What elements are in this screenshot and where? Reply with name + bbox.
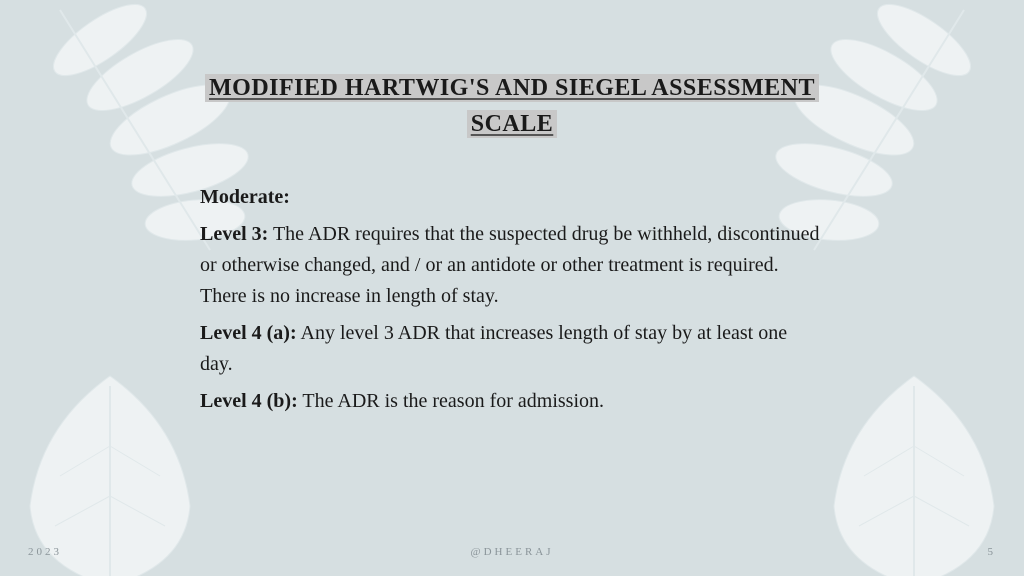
level-text: The ADR requires that the suspected drug… (200, 223, 820, 307)
title-container: MODIFIED HARTWIG'S AND SIEGEL ASSESSMENT… (200, 70, 824, 142)
slide-content: MODIFIED HARTWIG'S AND SIEGEL ASSESSMENT… (0, 0, 1024, 463)
footer-page-number: 5 (988, 546, 997, 558)
level-text: The ADR is the reason for admission. (298, 390, 604, 412)
level-item: Level 4 (a): Any level 3 ADR that increa… (200, 318, 824, 380)
category-heading: Moderate: (200, 182, 824, 213)
slide-footer: 2023 @DHEERAJ 5 (0, 546, 1024, 558)
level-label: Level 4 (a): (200, 322, 297, 344)
level-label: Level 3: (200, 223, 268, 245)
level-item: Level 4 (b): The ADR is the reason for a… (200, 386, 824, 417)
footer-year: 2023 (28, 546, 62, 558)
level-label: Level 4 (b): (200, 390, 298, 412)
level-item: Level 3: The ADR requires that the suspe… (200, 219, 824, 312)
footer-author: @DHEERAJ (470, 546, 553, 558)
body-text: Moderate: Level 3: The ADR requires that… (200, 182, 824, 417)
slide-title: MODIFIED HARTWIG'S AND SIEGEL ASSESSMENT… (205, 74, 819, 138)
